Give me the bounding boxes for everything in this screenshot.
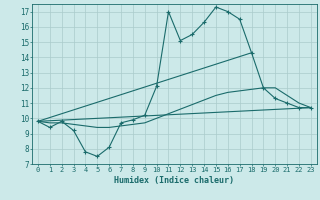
X-axis label: Humidex (Indice chaleur): Humidex (Indice chaleur) (115, 176, 234, 185)
